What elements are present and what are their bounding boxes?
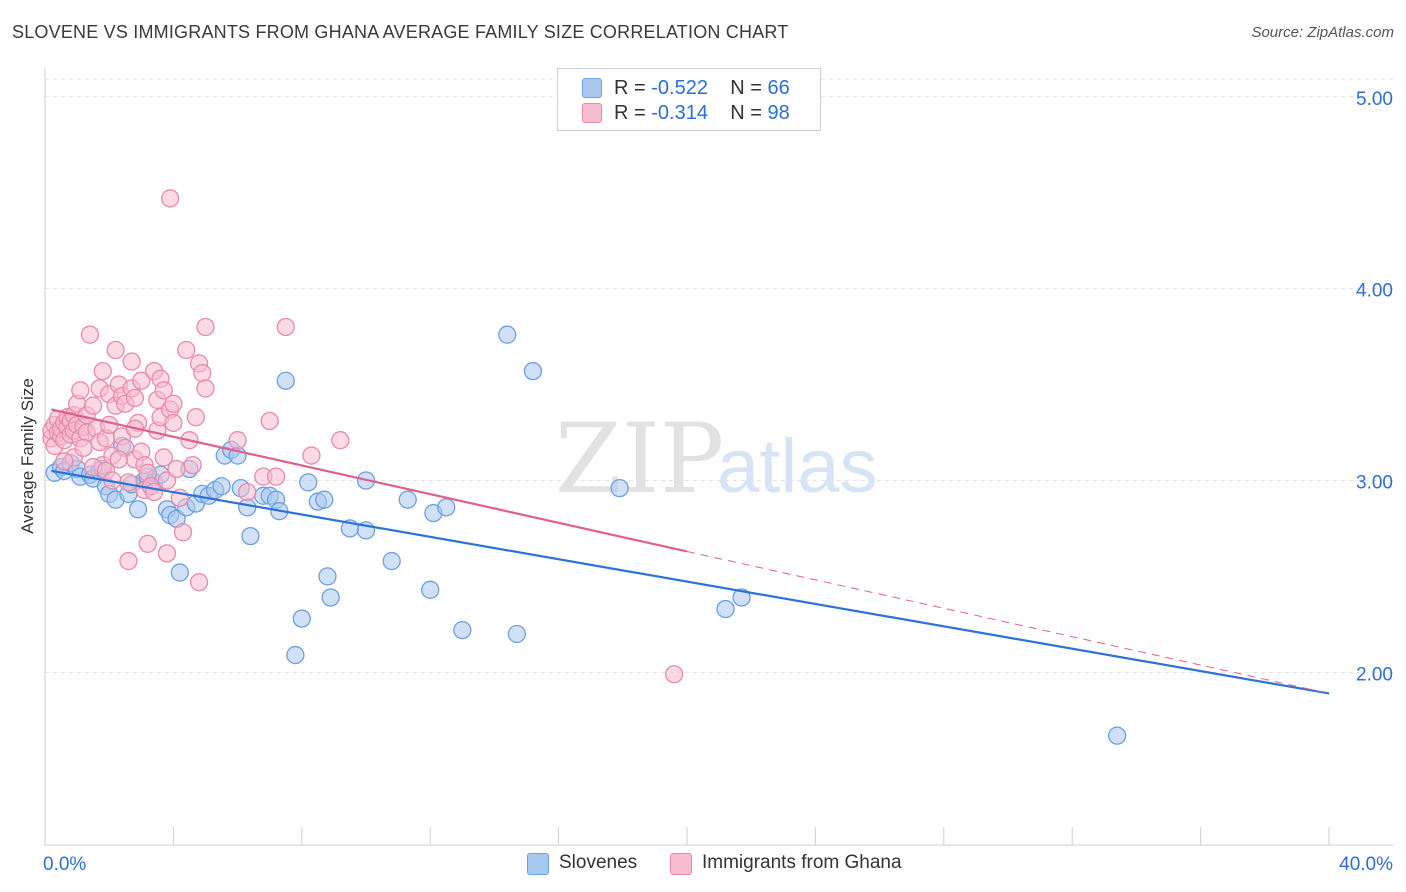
data-point: [55, 452, 74, 471]
data-point: [109, 450, 128, 469]
legend-n-value-slovenes: 66: [767, 77, 790, 99]
data-point: [122, 352, 141, 371]
data-point: [382, 551, 401, 571]
data-point: [128, 500, 148, 519]
data-point: [144, 482, 164, 502]
y-tick-label: 3.00: [1356, 472, 1393, 493]
data-point: [167, 459, 186, 479]
data-point: [125, 388, 145, 408]
data-point: [238, 498, 257, 517]
data-point: [276, 371, 295, 390]
data-point: [212, 477, 231, 496]
trend-line: [51, 408, 688, 553]
legend-r-label: R =: [614, 102, 646, 124]
data-point: [71, 381, 90, 400]
bottom-legend-label-slovenes: Slovenes: [559, 852, 638, 873]
data-point: [183, 455, 202, 475]
data-point: [164, 413, 183, 433]
data-point: [398, 490, 417, 509]
legend-n-label: N =: [730, 102, 762, 124]
data-point: [318, 567, 337, 586]
data-point: [106, 340, 125, 360]
data-point: [193, 363, 212, 383]
data-point: [331, 431, 350, 450]
legend-swatch-ghana: [582, 103, 602, 123]
data-point: [164, 394, 183, 413]
data-point: [610, 479, 629, 498]
data-point: [186, 408, 206, 427]
legend-r-label: R =: [614, 77, 646, 99]
watermark-zip: ZIP: [555, 403, 724, 515]
data-point: [523, 361, 543, 381]
data-point: [93, 361, 112, 381]
data-point: [157, 544, 177, 563]
data-point: [119, 551, 138, 571]
y-tick-label: 4.00: [1356, 281, 1393, 302]
data-point: [189, 573, 209, 592]
data-point: [302, 446, 321, 465]
data-point: [196, 379, 215, 398]
data-point: [321, 588, 340, 607]
data-point: [665, 665, 684, 684]
data-point: [161, 189, 180, 208]
x-tick-label-min: 0.0%: [43, 854, 86, 875]
y-axis-label: Average Family Size: [18, 378, 37, 534]
data-point: [315, 490, 334, 509]
data-point: [498, 325, 517, 344]
bottom-legend-swatch-ghana: [670, 853, 692, 875]
y-tick-label: 2.00: [1356, 664, 1393, 685]
data-point: [196, 317, 215, 337]
data-point: [421, 580, 440, 599]
data-point: [238, 482, 257, 502]
source-label: Source: ZipAtlas.com: [1251, 24, 1394, 41]
data-point: [260, 411, 279, 431]
legend-r-value-ghana: -0.314: [651, 102, 708, 124]
legend-n-value-ghana: 98: [767, 102, 790, 124]
data-point: [276, 317, 295, 337]
bottom-legend-label-ghana: Immigrants from Ghana: [702, 852, 902, 873]
data-point: [170, 563, 189, 582]
legend-swatch-slovenes: [582, 78, 602, 98]
chart-title: SLOVENE VS IMMIGRANTS FROM GHANA AVERAGE…: [12, 22, 789, 42]
y-tick-label: 5.00: [1356, 89, 1393, 110]
data-point: [177, 340, 196, 360]
grid-lines: [45, 78, 1393, 673]
data-point: [266, 467, 286, 486]
axes: [44, 68, 1393, 846]
data-point: [292, 609, 311, 628]
data-point: [84, 396, 103, 415]
data-point: [507, 624, 527, 644]
bottom-legend-swatch-slovenes: [527, 853, 549, 875]
data-point: [74, 438, 93, 458]
x-tick-label-max: 40.0%: [1339, 854, 1393, 875]
data-point: [154, 381, 173, 400]
data-point: [80, 325, 100, 344]
data-point: [286, 645, 305, 665]
legend-n-label: N =: [730, 77, 762, 99]
correlation-legend: R = -0.522 N = 66 R = -0.314 N = 98: [557, 68, 821, 131]
data-point: [732, 588, 751, 607]
data-point: [173, 523, 193, 542]
tick-labels: 2.00 3.00 4.00 5.00 0.0% 40.0%: [43, 89, 1393, 875]
data-point: [299, 473, 318, 492]
watermark-atlas: atlas: [717, 424, 878, 509]
trend-line: [51, 469, 1330, 695]
data-point: [437, 498, 456, 517]
data-point: [228, 431, 247, 450]
data-point: [132, 371, 151, 390]
trend-line-extension: [686, 550, 1330, 694]
trend-lines: [51, 408, 1330, 695]
data-point: [1107, 726, 1127, 745]
data-point: [138, 534, 157, 553]
data-point: [241, 526, 260, 546]
legend-r-value-slovenes: -0.522: [651, 77, 708, 99]
data-point: [154, 448, 173, 467]
data-point: [453, 620, 472, 640]
data-point: [716, 599, 735, 619]
